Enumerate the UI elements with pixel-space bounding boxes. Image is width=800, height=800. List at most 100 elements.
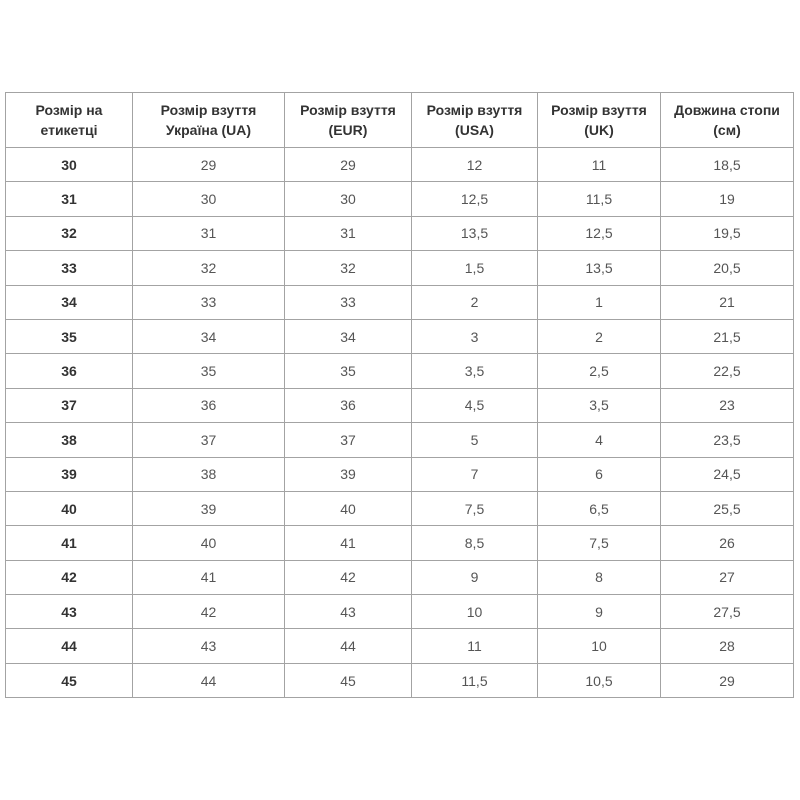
- table-cell: 19: [660, 181, 794, 217]
- table-cell: 39: [284, 456, 412, 492]
- table-cell: 38: [132, 456, 285, 492]
- table-cell: 7,5: [411, 490, 538, 527]
- table-cell: 43: [284, 594, 412, 630]
- label-size-cell: 33: [5, 250, 133, 286]
- table-cell: 43: [132, 628, 285, 664]
- table-cell: 2,5: [537, 353, 661, 389]
- table-cell: 37: [284, 422, 412, 458]
- table-cell: 23,5: [660, 422, 794, 458]
- table-cell: 42: [284, 559, 412, 596]
- table-row: 43 42 43 10 9 27,5: [5, 594, 794, 630]
- table-cell: 7,5: [537, 525, 661, 561]
- table-cell: 22,5: [660, 353, 794, 389]
- table-cell: 11: [537, 146, 661, 183]
- table-row: 36 35 35 3,5 2,5 22,5: [5, 353, 794, 389]
- table-cell: 24,5: [660, 456, 794, 492]
- label-size-cell: 41: [5, 525, 133, 561]
- table-row: 39 38 39 7 6 24,5: [5, 456, 794, 492]
- column-header: Розмір взуття (UK): [537, 92, 661, 148]
- table-cell: 8,5: [411, 525, 538, 561]
- table-row: 41 40 41 8,5 7,5 26: [5, 525, 794, 561]
- table-cell: 4,5: [411, 387, 538, 424]
- table-cell: 26: [660, 525, 794, 561]
- table-cell: 39: [132, 490, 285, 527]
- table-cell: 11,5: [411, 662, 538, 699]
- table-cell: 10: [537, 628, 661, 664]
- table-cell: 3,5: [537, 387, 661, 424]
- label-size-cell: 30: [5, 146, 133, 183]
- table-cell: 21,5: [660, 318, 794, 355]
- table-row: 32 31 31 13,5 12,5 19,5: [5, 215, 794, 252]
- table-cell: 37: [132, 422, 285, 458]
- column-header: Розмір взуття (USA): [411, 92, 538, 148]
- table-cell: 23: [660, 387, 794, 424]
- table-cell: 12: [411, 146, 538, 183]
- table-row: 40 39 40 7,5 6,5 25,5: [5, 490, 794, 527]
- table-cell: 40: [284, 490, 412, 527]
- table-cell: 21: [660, 284, 794, 320]
- table-cell: 6: [537, 456, 661, 492]
- table-cell: 28: [660, 628, 794, 664]
- table-cell: 2: [411, 284, 538, 320]
- table-cell: 31: [132, 215, 285, 252]
- table-cell: 30: [132, 181, 285, 217]
- table-cell: 6,5: [537, 490, 661, 527]
- table-row: 38 37 37 5 4 23,5: [5, 422, 794, 458]
- table-cell: 31: [284, 215, 412, 252]
- table-cell: 9: [537, 594, 661, 630]
- table-cell: 20,5: [660, 250, 794, 286]
- column-header: Довжина стопи (см): [660, 92, 794, 148]
- table-cell: 11,5: [537, 181, 661, 217]
- table-row: 30 29 29 12 11 18,5: [5, 146, 794, 183]
- label-size-cell: 37: [5, 387, 133, 424]
- table-cell: 12,5: [411, 181, 538, 217]
- table-cell: 25,5: [660, 490, 794, 527]
- label-size-cell: 38: [5, 422, 133, 458]
- table-row: 34 33 33 2 1 21: [5, 284, 794, 320]
- column-header: Розмір на етикетці: [5, 92, 133, 148]
- table-row: 44 43 44 11 10 28: [5, 628, 794, 664]
- table-cell: 27: [660, 559, 794, 596]
- table-cell: 10: [411, 594, 538, 630]
- label-size-cell: 35: [5, 318, 133, 355]
- label-size-cell: 40: [5, 490, 133, 527]
- table-cell: 44: [132, 662, 285, 699]
- table-cell: 3,5: [411, 353, 538, 389]
- table-cell: 42: [132, 594, 285, 630]
- table-row: 33 32 32 1,5 13,5 20,5: [5, 250, 794, 286]
- table-cell: 13,5: [411, 215, 538, 252]
- header-row: Розмір на етикетці Розмір взуття Україна …: [5, 92, 794, 148]
- label-size-cell: 43: [5, 594, 133, 630]
- table-row: 35 34 34 3 2 21,5: [5, 318, 794, 355]
- table-cell: 30: [284, 181, 412, 217]
- table-cell: 41: [132, 559, 285, 596]
- label-size-cell: 44: [5, 628, 133, 664]
- table-cell: 41: [284, 525, 412, 561]
- label-size-cell: 39: [5, 456, 133, 492]
- label-size-cell: 42: [5, 559, 133, 596]
- table-cell: 36: [132, 387, 285, 424]
- table-cell: 1,5: [411, 250, 538, 286]
- table-cell: 3: [411, 318, 538, 355]
- table-cell: 12,5: [537, 215, 661, 252]
- table-cell: 34: [284, 318, 412, 355]
- table-cell: 35: [284, 353, 412, 389]
- table-cell: 2: [537, 318, 661, 355]
- table-cell: 29: [132, 146, 285, 183]
- size-chart-table: Розмір на етикетці Розмір взуття Україна …: [5, 92, 794, 699]
- table-cell: 7: [411, 456, 538, 492]
- table-cell: 32: [284, 250, 412, 286]
- label-size-cell: 32: [5, 215, 133, 252]
- table-row: 37 36 36 4,5 3,5 23: [5, 387, 794, 424]
- table-cell: 13,5: [537, 250, 661, 286]
- table-cell: 40: [132, 525, 285, 561]
- table-cell: 29: [284, 146, 412, 183]
- table-cell: 4: [537, 422, 661, 458]
- table-cell: 45: [284, 662, 412, 699]
- table-cell: 5: [411, 422, 538, 458]
- table-cell: 8: [537, 559, 661, 596]
- table-cell: 35: [132, 353, 285, 389]
- table-cell: 32: [132, 250, 285, 286]
- table-cell: 11: [411, 628, 538, 664]
- label-size-cell: 36: [5, 353, 133, 389]
